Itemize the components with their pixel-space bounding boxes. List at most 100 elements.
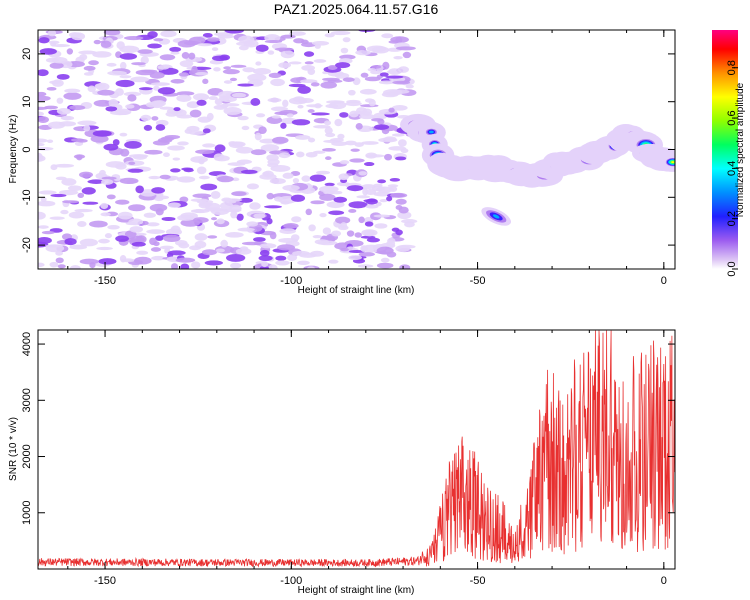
noise-blob <box>333 196 348 203</box>
heatmap-frame <box>37 29 676 270</box>
noise-blob <box>371 185 385 192</box>
noise-blob <box>147 31 158 39</box>
noise-blob <box>159 174 171 180</box>
noise-blob <box>177 141 189 146</box>
noise-blob <box>335 216 351 224</box>
noise-blob <box>41 230 55 235</box>
noise-blob <box>38 37 50 44</box>
noise-blob <box>348 89 356 96</box>
noise-blob <box>46 86 57 91</box>
noise-blob <box>137 49 153 54</box>
noise-blob <box>253 213 266 219</box>
noise-blob <box>109 110 130 116</box>
noise-blob <box>194 240 207 249</box>
noise-blob <box>68 211 85 219</box>
noise-blob <box>360 245 368 252</box>
noise-blob <box>303 51 315 57</box>
noise-blob <box>356 195 371 199</box>
noise-blob <box>235 248 252 255</box>
noise-blob <box>38 111 44 117</box>
noise-blob <box>77 220 87 227</box>
y-tick-label: -10 <box>21 189 33 205</box>
noise-blob <box>355 107 368 114</box>
noise-blob <box>159 54 176 61</box>
noise-blob <box>190 198 209 202</box>
noise-blob <box>238 45 249 51</box>
noise-blob <box>177 39 196 48</box>
noise-blob <box>206 37 220 42</box>
noise-blob <box>323 120 332 126</box>
colorbar-tick-label: 0.4 <box>726 161 738 176</box>
noise-blob <box>304 61 314 65</box>
noise-blob <box>115 235 129 242</box>
noise-blob <box>160 136 175 141</box>
noise-blob <box>365 198 378 205</box>
noise-blob <box>374 223 388 229</box>
noise-blob <box>216 175 234 183</box>
noise-blob <box>331 230 342 237</box>
noise-blob <box>363 162 375 167</box>
noise-blob <box>389 177 401 182</box>
x-tick-label: -100 <box>280 275 302 287</box>
noise-blob <box>160 30 177 38</box>
noise-blob <box>337 133 345 140</box>
noise-blob <box>146 229 166 234</box>
noise-blob <box>325 156 332 161</box>
noise-blob <box>61 178 77 186</box>
noise-blob <box>200 183 218 191</box>
noise-blob <box>58 121 77 127</box>
noise-blob <box>175 257 196 263</box>
noise-blob <box>202 143 216 148</box>
signal-blob <box>671 161 675 164</box>
noise-blob <box>386 240 396 248</box>
noise-blob <box>146 222 160 227</box>
noise-blob <box>319 185 339 193</box>
noise-blob <box>314 239 330 245</box>
noise-blob <box>398 139 407 147</box>
noise-blob <box>39 48 57 55</box>
noise-blob <box>346 230 355 237</box>
noise-blob <box>282 99 289 108</box>
noise-blob <box>60 115 75 121</box>
noise-blob <box>271 115 281 119</box>
noise-blob <box>46 139 54 143</box>
noise-blob <box>280 34 296 39</box>
noise-blob <box>127 168 144 173</box>
noise-blob <box>78 50 97 55</box>
noise-blob <box>215 248 225 253</box>
noise-blob <box>308 224 316 232</box>
noise-blob <box>328 259 339 264</box>
noise-blob <box>69 105 86 111</box>
noise-blob <box>208 96 218 101</box>
noise-blob <box>232 141 246 147</box>
noise-blob <box>249 202 261 210</box>
noise-blob <box>38 142 45 147</box>
noise-blob <box>128 218 144 226</box>
noise-blob <box>391 227 400 232</box>
noise-blob <box>339 112 349 118</box>
y-tick-label: 20 <box>21 48 33 60</box>
noise-blob <box>83 65 96 71</box>
noise-blob <box>313 59 327 63</box>
noise-blob <box>325 132 336 138</box>
noise-blob <box>115 88 124 96</box>
noise-blob <box>310 200 325 205</box>
noise-blob <box>148 175 161 180</box>
noise-blob <box>176 94 192 102</box>
noise-blob <box>103 143 119 151</box>
noise-blob <box>355 50 371 56</box>
noise-blob <box>104 233 112 239</box>
noise-blob <box>241 125 250 131</box>
noise-blob <box>90 134 109 143</box>
noise-blob <box>135 185 144 194</box>
noise-blob <box>151 255 166 261</box>
noise-blob <box>236 213 244 221</box>
signal-blob <box>428 130 434 134</box>
noise-blob <box>92 51 112 58</box>
noise-blob <box>192 93 210 101</box>
noise-blob <box>387 184 399 188</box>
colorbar-tick-label: 0.2 <box>726 211 738 226</box>
noise-blob <box>38 153 44 162</box>
noise-blob <box>362 187 369 196</box>
noise-blob <box>379 72 389 77</box>
